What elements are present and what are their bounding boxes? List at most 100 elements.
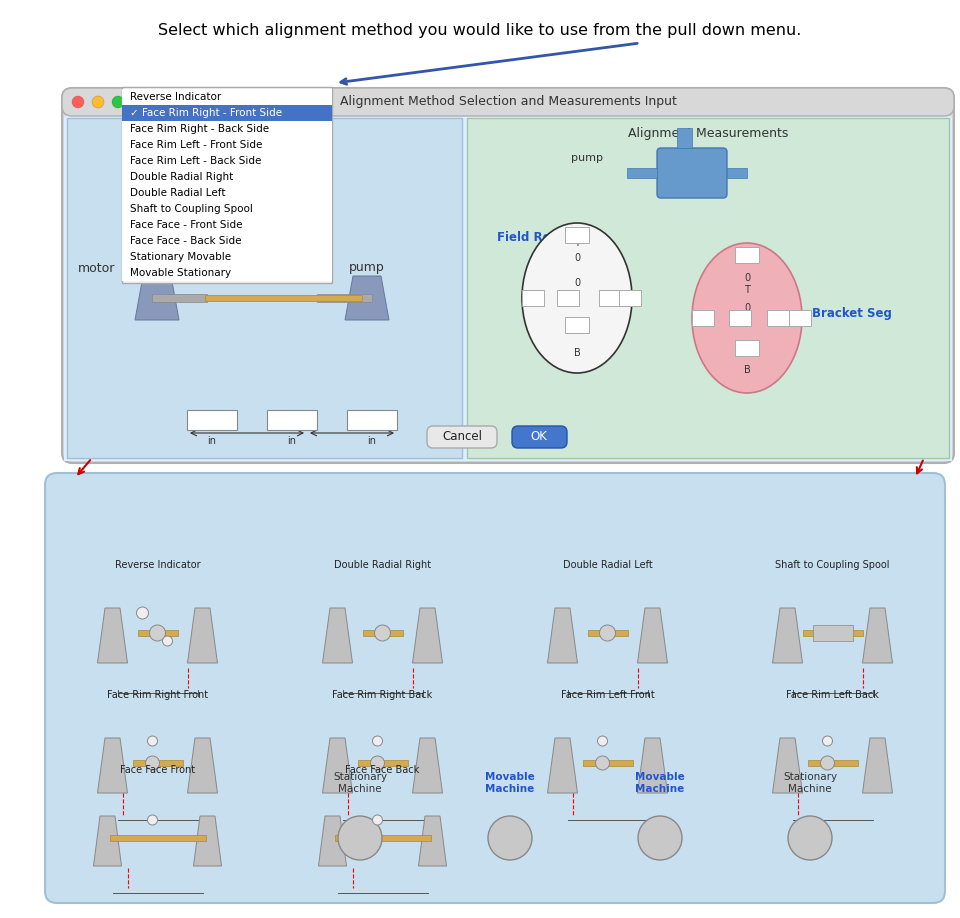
Polygon shape — [547, 738, 578, 793]
Text: motor: motor — [79, 262, 116, 274]
Text: Face Face Back: Face Face Back — [346, 765, 420, 775]
Text: OK: OK — [531, 431, 547, 443]
Text: Reverse Indicator: Reverse Indicator — [114, 560, 201, 570]
Bar — [812, 625, 852, 641]
Bar — [627, 168, 657, 178]
Text: Movable
Machine: Movable Machine — [485, 772, 535, 794]
Text: Face Rim Left - Back Side: Face Rim Left - Back Side — [130, 156, 261, 166]
Text: Stationary
Machine: Stationary Machine — [333, 772, 387, 794]
Circle shape — [338, 816, 382, 860]
Circle shape — [788, 816, 832, 860]
Text: Double Radial Right: Double Radial Right — [130, 172, 233, 182]
Bar — [619, 290, 641, 306]
Bar — [789, 310, 811, 326]
Ellipse shape — [692, 243, 802, 393]
Text: 0: 0 — [744, 303, 750, 313]
Circle shape — [162, 636, 173, 646]
Polygon shape — [323, 738, 352, 793]
Text: in: in — [368, 436, 376, 446]
Circle shape — [823, 736, 832, 746]
Text: Alignment Method Selection and Measurements Input: Alignment Method Selection and Measureme… — [340, 95, 677, 108]
Circle shape — [92, 96, 104, 108]
Bar — [122, 89, 332, 105]
Circle shape — [112, 96, 124, 108]
Text: S: S — [704, 313, 710, 323]
Bar — [122, 169, 332, 185]
Text: ✓ Face Rim Right - Front Side: ✓ Face Rim Right - Front Side — [130, 108, 282, 118]
Bar — [122, 265, 332, 281]
Bar — [67, 118, 462, 458]
Text: 0: 0 — [574, 278, 580, 288]
Bar — [122, 87, 332, 283]
Bar — [735, 247, 759, 263]
Text: pump: pump — [349, 262, 385, 274]
Circle shape — [150, 625, 165, 641]
Bar — [347, 410, 397, 430]
Bar — [122, 185, 332, 201]
Polygon shape — [419, 816, 446, 866]
Circle shape — [597, 736, 608, 746]
Text: pump: pump — [571, 153, 603, 163]
Bar — [767, 310, 789, 326]
Circle shape — [72, 96, 84, 108]
Circle shape — [146, 756, 159, 770]
Bar — [152, 294, 207, 302]
Text: Shaft to Coupling Spool: Shaft to Coupling Spool — [130, 204, 252, 214]
Text: Face Rim Left - Front Side: Face Rim Left - Front Side — [130, 140, 262, 150]
Polygon shape — [98, 608, 128, 663]
Text: Movable
Machine: Movable Machine — [636, 772, 684, 794]
Bar — [122, 105, 332, 121]
Bar — [467, 118, 949, 458]
Text: Face Face - Back Side: Face Face - Back Side — [130, 236, 242, 246]
Polygon shape — [323, 608, 352, 663]
FancyBboxPatch shape — [62, 88, 954, 463]
Text: Stationary Movable: Stationary Movable — [130, 252, 231, 262]
Text: B: B — [574, 348, 581, 358]
Text: S: S — [534, 293, 540, 303]
Text: Face Rim Left Back: Face Rim Left Back — [786, 690, 879, 700]
Circle shape — [374, 625, 391, 641]
Bar — [267, 410, 317, 430]
Text: N: N — [781, 313, 789, 323]
FancyBboxPatch shape — [657, 148, 727, 198]
Bar — [317, 294, 372, 302]
Polygon shape — [98, 738, 128, 793]
Text: Double Radial Right: Double Radial Right — [334, 560, 431, 570]
Bar — [588, 630, 628, 636]
Bar — [599, 290, 621, 306]
Text: Face Rim Right Front: Face Rim Right Front — [107, 690, 208, 700]
Polygon shape — [93, 816, 122, 866]
Text: 0: 0 — [574, 253, 580, 263]
Polygon shape — [637, 608, 667, 663]
Text: Alignment Measurements: Alignment Measurements — [628, 127, 788, 140]
Circle shape — [148, 815, 157, 825]
Text: Movable Stationary: Movable Stationary — [130, 268, 231, 278]
Polygon shape — [135, 276, 179, 320]
Text: N: N — [612, 293, 618, 303]
Bar — [205, 295, 362, 301]
Text: Field Readings: Field Readings — [497, 231, 595, 244]
FancyBboxPatch shape — [45, 473, 945, 903]
Bar — [64, 116, 952, 461]
Polygon shape — [862, 608, 893, 663]
Bar — [677, 128, 692, 148]
Text: Face Rim Right - Back Side: Face Rim Right - Back Side — [130, 124, 269, 134]
Bar — [727, 168, 747, 178]
Polygon shape — [413, 738, 443, 793]
Bar — [692, 310, 714, 326]
Text: Face Rim Left Front: Face Rim Left Front — [561, 690, 655, 700]
Circle shape — [488, 816, 532, 860]
FancyBboxPatch shape — [62, 88, 954, 116]
Polygon shape — [319, 816, 347, 866]
Text: T: T — [744, 285, 750, 295]
Text: Face Rim Right Back: Face Rim Right Back — [332, 690, 433, 700]
Circle shape — [638, 816, 682, 860]
Bar — [122, 153, 332, 169]
Polygon shape — [345, 276, 389, 320]
Bar — [122, 217, 332, 233]
Bar — [122, 121, 332, 137]
Bar — [807, 760, 857, 766]
Bar — [122, 201, 332, 217]
Bar — [137, 630, 178, 636]
Bar — [735, 340, 759, 356]
